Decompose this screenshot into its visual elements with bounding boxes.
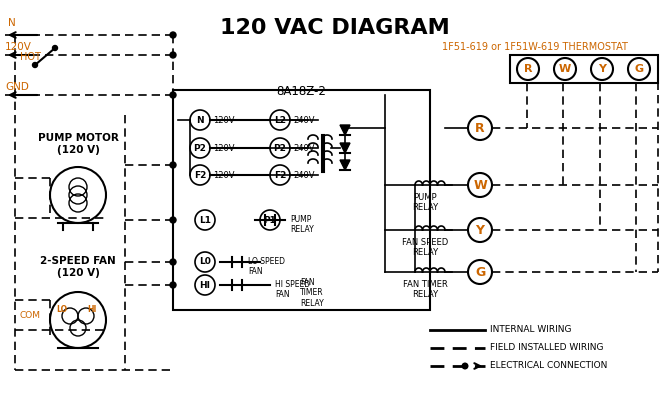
- Text: 240V: 240V: [293, 143, 314, 153]
- Circle shape: [195, 275, 215, 295]
- Circle shape: [190, 110, 210, 130]
- Text: 2-SPEED FAN
(120 V): 2-SPEED FAN (120 V): [40, 256, 116, 278]
- Circle shape: [190, 165, 210, 185]
- Text: G: G: [475, 266, 485, 279]
- Text: N: N: [8, 18, 16, 28]
- Circle shape: [52, 46, 58, 51]
- Circle shape: [170, 259, 176, 265]
- Text: L1: L1: [199, 215, 211, 225]
- Circle shape: [554, 58, 576, 80]
- Text: HOT: HOT: [20, 52, 41, 62]
- Text: 120V: 120V: [213, 171, 234, 179]
- Circle shape: [33, 62, 38, 67]
- Text: FAN SPEED
RELAY: FAN SPEED RELAY: [402, 238, 448, 257]
- Text: F2: F2: [274, 171, 286, 179]
- Text: L2: L2: [274, 116, 286, 124]
- Text: P2: P2: [194, 143, 206, 153]
- Text: FIELD INSTALLED WIRING: FIELD INSTALLED WIRING: [490, 344, 604, 352]
- Text: P1: P1: [263, 215, 277, 225]
- Circle shape: [170, 162, 176, 168]
- Circle shape: [628, 58, 650, 80]
- Circle shape: [190, 138, 210, 158]
- Bar: [173, 90, 430, 310]
- Circle shape: [195, 210, 215, 230]
- Text: R: R: [524, 64, 532, 74]
- Circle shape: [270, 138, 290, 158]
- Text: P2: P2: [273, 143, 287, 153]
- Circle shape: [170, 52, 176, 58]
- Polygon shape: [340, 125, 350, 135]
- Circle shape: [170, 282, 176, 288]
- Circle shape: [260, 210, 280, 230]
- Circle shape: [170, 32, 176, 38]
- Text: FAN TIMER
RELAY: FAN TIMER RELAY: [403, 280, 448, 300]
- Text: 120V: 120V: [213, 116, 234, 124]
- Text: Y: Y: [598, 64, 606, 74]
- Text: PUMP MOTOR
(120 V): PUMP MOTOR (120 V): [38, 133, 119, 155]
- FancyBboxPatch shape: [510, 55, 658, 83]
- Text: Y: Y: [476, 223, 484, 236]
- Text: INTERNAL WIRING: INTERNAL WIRING: [490, 326, 572, 334]
- Text: 120V: 120V: [213, 143, 234, 153]
- Circle shape: [462, 362, 468, 370]
- Text: 240V: 240V: [293, 116, 314, 124]
- Circle shape: [468, 260, 492, 284]
- Circle shape: [170, 92, 176, 98]
- Text: 120 VAC DIAGRAM: 120 VAC DIAGRAM: [220, 18, 450, 38]
- Text: LO: LO: [56, 305, 68, 315]
- Text: GND: GND: [5, 82, 29, 92]
- Text: 8A18Z-2: 8A18Z-2: [277, 85, 326, 98]
- Text: W: W: [559, 64, 571, 74]
- Text: 120V: 120V: [5, 42, 32, 52]
- Circle shape: [468, 173, 492, 197]
- Circle shape: [517, 58, 539, 80]
- Text: L0: L0: [199, 258, 211, 266]
- Circle shape: [468, 116, 492, 140]
- Polygon shape: [340, 160, 350, 170]
- Circle shape: [591, 58, 613, 80]
- Text: PUMP
RELAY: PUMP RELAY: [412, 193, 438, 212]
- Text: LO SPEED
FAN: LO SPEED FAN: [248, 257, 285, 277]
- Text: HI SPEED
FAN: HI SPEED FAN: [275, 280, 310, 300]
- Text: ELECTRICAL CONNECTION: ELECTRICAL CONNECTION: [490, 362, 608, 370]
- Text: G: G: [634, 64, 644, 74]
- Circle shape: [270, 110, 290, 130]
- Text: COM: COM: [19, 310, 40, 320]
- Circle shape: [270, 165, 290, 185]
- Text: FAN
TIMER
RELAY: FAN TIMER RELAY: [300, 278, 324, 308]
- Text: F2: F2: [194, 171, 206, 179]
- Circle shape: [468, 218, 492, 242]
- Text: HI: HI: [200, 280, 210, 290]
- Text: PUMP
RELAY: PUMP RELAY: [290, 215, 314, 234]
- Text: W: W: [473, 178, 487, 191]
- Circle shape: [170, 217, 176, 223]
- Text: N: N: [196, 116, 204, 124]
- Text: 1F51-619 or 1F51W-619 THERMOSTAT: 1F51-619 or 1F51W-619 THERMOSTAT: [442, 42, 628, 52]
- Circle shape: [195, 252, 215, 272]
- Text: R: R: [475, 122, 485, 134]
- Text: HI: HI: [87, 305, 96, 315]
- Text: 240V: 240V: [293, 171, 314, 179]
- Polygon shape: [340, 143, 350, 153]
